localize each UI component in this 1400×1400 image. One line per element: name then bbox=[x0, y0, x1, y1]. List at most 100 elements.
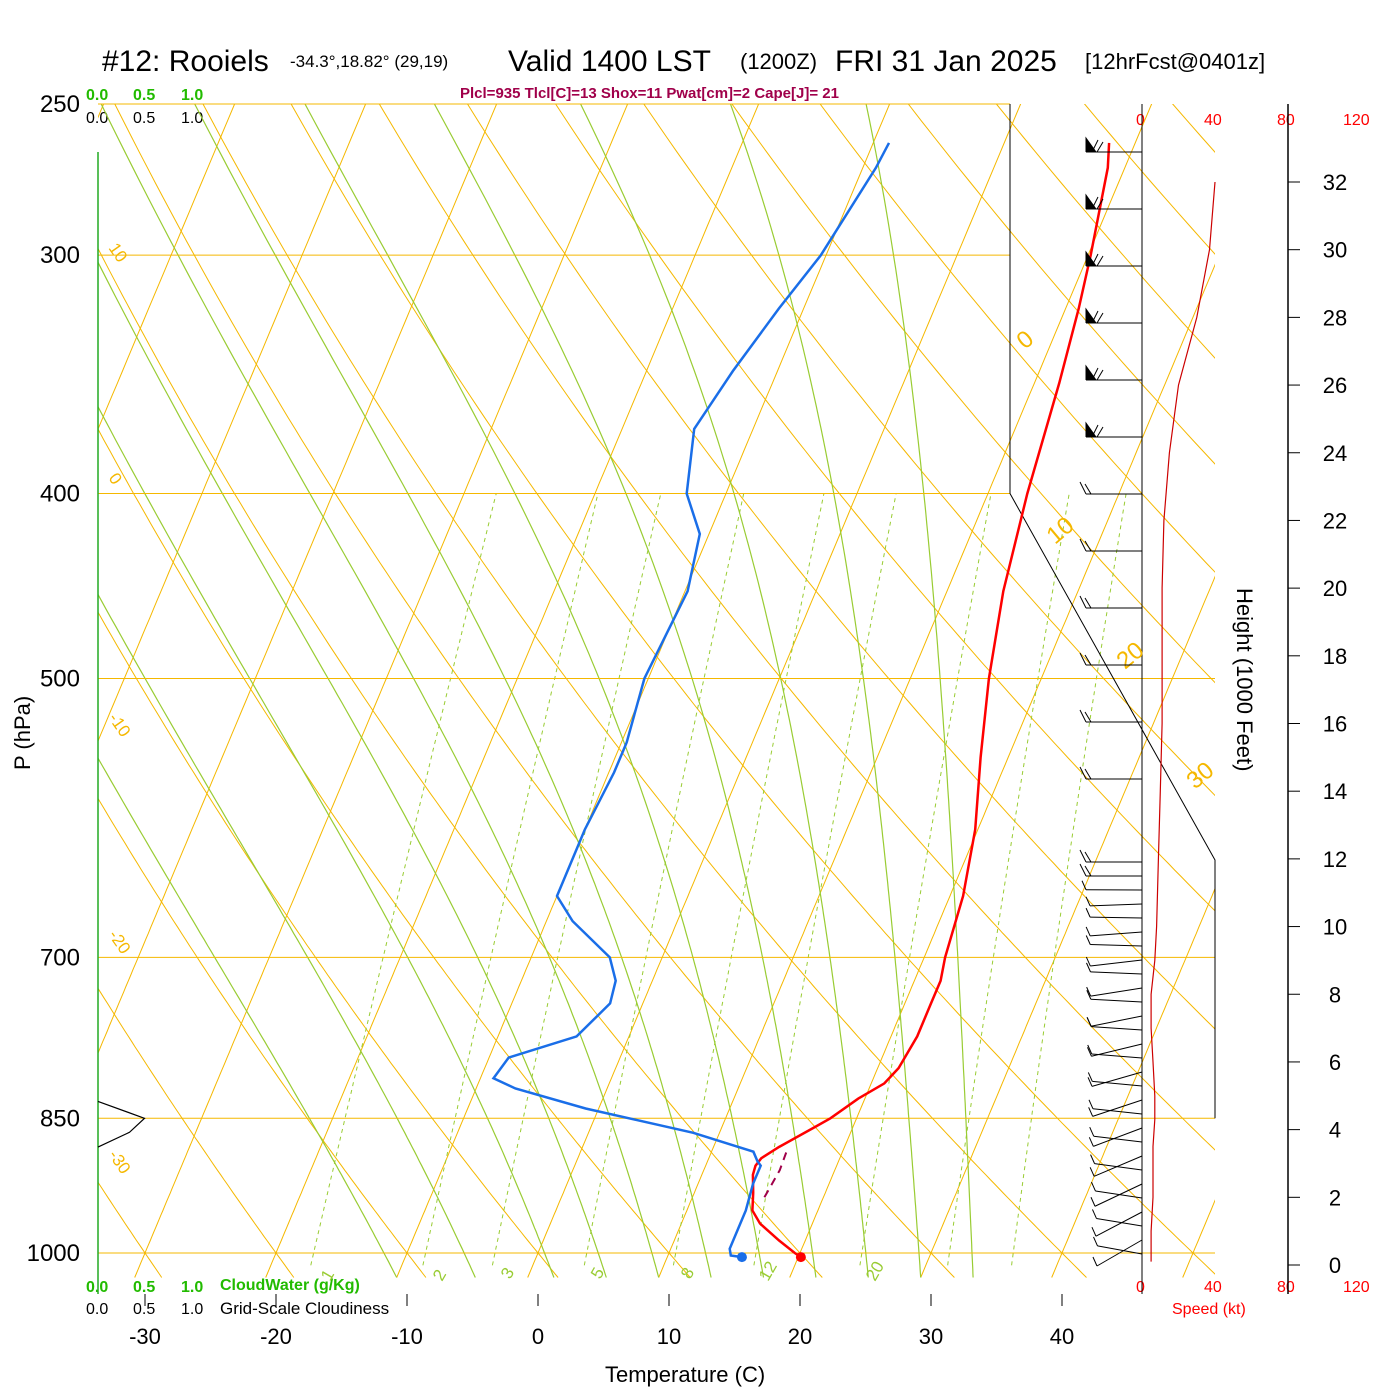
cloudwater-label: CloudWater (g/Kg) bbox=[220, 1277, 360, 1294]
wind-barb-shaft bbox=[1090, 903, 1143, 907]
theta-label-10: 10 bbox=[1042, 512, 1080, 550]
wind-barb bbox=[1091, 1209, 1143, 1227]
cloudwater-scale-top-2: 1.0 bbox=[181, 87, 203, 104]
moist-adiabat-30 bbox=[729, 104, 922, 1278]
wind-barb bbox=[1085, 364, 1142, 381]
dry-adiabat--20 bbox=[98, 987, 295, 1278]
y-tick-300: 300 bbox=[40, 242, 80, 269]
moist-adiabats bbox=[98, 104, 974, 1278]
wind-barb-shaft bbox=[1090, 998, 1143, 1003]
x-tick--20: -20 bbox=[260, 1324, 292, 1349]
wind-barb-flag bbox=[1084, 768, 1092, 780]
surface-dewpoint-dot bbox=[736, 1252, 747, 1263]
cloudiness-legend: 0.0 0.5 1.0 Grid-Scale Cloudiness bbox=[86, 1299, 389, 1318]
height-tick-22: 22 bbox=[1323, 508, 1347, 533]
isotherm--20 bbox=[265, 104, 760, 1278]
chart-title-station: #12: Rooiels bbox=[102, 45, 269, 78]
theta-label-20: 20 bbox=[1112, 637, 1150, 675]
mixing-ratio-label-3: 3 bbox=[497, 1264, 518, 1282]
mixing-ratio-2 bbox=[422, 493, 599, 1266]
height-tick-12: 12 bbox=[1323, 847, 1347, 872]
chart-title-coords: -34.3°,18.82° (29,19) bbox=[290, 52, 448, 71]
wind-barb-pennant bbox=[1085, 136, 1097, 153]
moist-adiabat-14 bbox=[194, 104, 712, 1278]
cloudiness-label: Grid-Scale Cloudiness bbox=[220, 1299, 389, 1318]
cloudiness-scale-top-0: 0.0 bbox=[86, 110, 108, 127]
wind-barb bbox=[1090, 1154, 1143, 1171]
moist-adiabat-34 bbox=[865, 104, 974, 1278]
speed-tick-top-40: 40 bbox=[1204, 112, 1222, 129]
wind-barb-shaft bbox=[1090, 971, 1143, 975]
isotherm-10 bbox=[658, 104, 1153, 1278]
wind-barb-flag bbox=[1084, 865, 1092, 877]
mixing-ratio-lines bbox=[310, 493, 1127, 1266]
wind-barb bbox=[1085, 421, 1142, 438]
height-tick-24: 24 bbox=[1323, 441, 1347, 466]
moist-adiabat-2 bbox=[98, 405, 555, 1278]
isotherm--30 bbox=[134, 104, 629, 1278]
mixing-ratio-40 bbox=[1011, 493, 1127, 1266]
wind-barb bbox=[1086, 962, 1143, 975]
wind-barb-pennant bbox=[1085, 193, 1097, 210]
moist-adiabat--4 bbox=[98, 593, 476, 1278]
wind-barb bbox=[1079, 766, 1142, 780]
dry-adiabat--30 bbox=[98, 1181, 163, 1278]
dry-adiabat-100 bbox=[731, 104, 1215, 684]
wind-barb-shaft bbox=[1096, 1239, 1143, 1267]
wind-barb-flag bbox=[1091, 424, 1099, 438]
wind-barb-flag bbox=[1089, 1126, 1095, 1137]
wind-barb-flag bbox=[1085, 935, 1091, 945]
wind-barb-flag bbox=[1084, 483, 1092, 495]
wind-barb bbox=[1091, 1211, 1143, 1237]
dry-adiabat-40 bbox=[202, 104, 1087, 1278]
wind-barb bbox=[1085, 935, 1143, 947]
wind-barb-shaft bbox=[1090, 959, 1143, 967]
wind-barb-flag bbox=[1091, 196, 1099, 210]
height-tick-2: 2 bbox=[1329, 1185, 1341, 1210]
isotherm--40 bbox=[98, 104, 498, 1055]
frame-right bbox=[1009, 104, 1216, 1119]
wind-barb-flag bbox=[1093, 1236, 1098, 1247]
wind-barb-flag bbox=[1091, 139, 1099, 153]
wind-barb-shaft bbox=[1091, 1071, 1143, 1087]
wind-barb-flag bbox=[1088, 1107, 1094, 1117]
wind-barb bbox=[1093, 1236, 1143, 1255]
wind-barb bbox=[1089, 1126, 1143, 1143]
wind-barb-flag bbox=[1087, 1077, 1093, 1087]
dry-adiabat-30 bbox=[114, 104, 955, 1278]
chart-title-valid: Valid 1400 LST bbox=[508, 45, 711, 78]
mixing-ratio-label-8: 8 bbox=[677, 1264, 698, 1282]
isotherm-40 bbox=[1051, 887, 1215, 1278]
series-parcel bbox=[763, 1146, 790, 1198]
wind-barb-flag bbox=[1087, 1047, 1092, 1057]
speed-ticks-top: 0 40 80 120 bbox=[1136, 112, 1370, 129]
wind-barb-flag bbox=[1096, 255, 1104, 267]
dry-adiabat-label-0: 0 bbox=[105, 469, 126, 488]
wind-barb bbox=[1086, 986, 1143, 997]
moist-adiabat--10 bbox=[98, 756, 398, 1278]
wind-barb bbox=[1085, 250, 1142, 267]
wind-barb-shaft bbox=[1094, 1163, 1143, 1171]
wind-barb-shaft bbox=[1096, 1217, 1143, 1227]
dry-adiabat-110 bbox=[819, 104, 1215, 573]
wind-barb bbox=[1091, 1181, 1143, 1199]
height-tick-6: 6 bbox=[1329, 1050, 1341, 1075]
wind-barb-flag bbox=[1079, 766, 1087, 780]
x-tick--10: -10 bbox=[391, 1324, 423, 1349]
wind-barb-flag bbox=[1089, 1167, 1095, 1177]
isotherm--50 bbox=[98, 104, 367, 743]
isotherm-20 bbox=[789, 263, 1215, 1278]
wind-barbs bbox=[1079, 136, 1143, 1267]
wind-barb-flag bbox=[1081, 880, 1087, 890]
sounding-series bbox=[491, 142, 1111, 1263]
wind-barb bbox=[1087, 1044, 1143, 1059]
wind-barb-flag bbox=[1096, 369, 1104, 381]
y-tick-400: 400 bbox=[40, 481, 80, 508]
wind-barb-flag bbox=[1084, 540, 1092, 552]
wind-barb bbox=[1085, 926, 1143, 937]
wind-barb-flag bbox=[1086, 1017, 1092, 1027]
chart-title-forecast: [12hrFcst@0401z] bbox=[1085, 49, 1265, 74]
theta-label-30: 30 bbox=[1182, 757, 1220, 795]
moist-adiabat-10 bbox=[100, 104, 660, 1278]
